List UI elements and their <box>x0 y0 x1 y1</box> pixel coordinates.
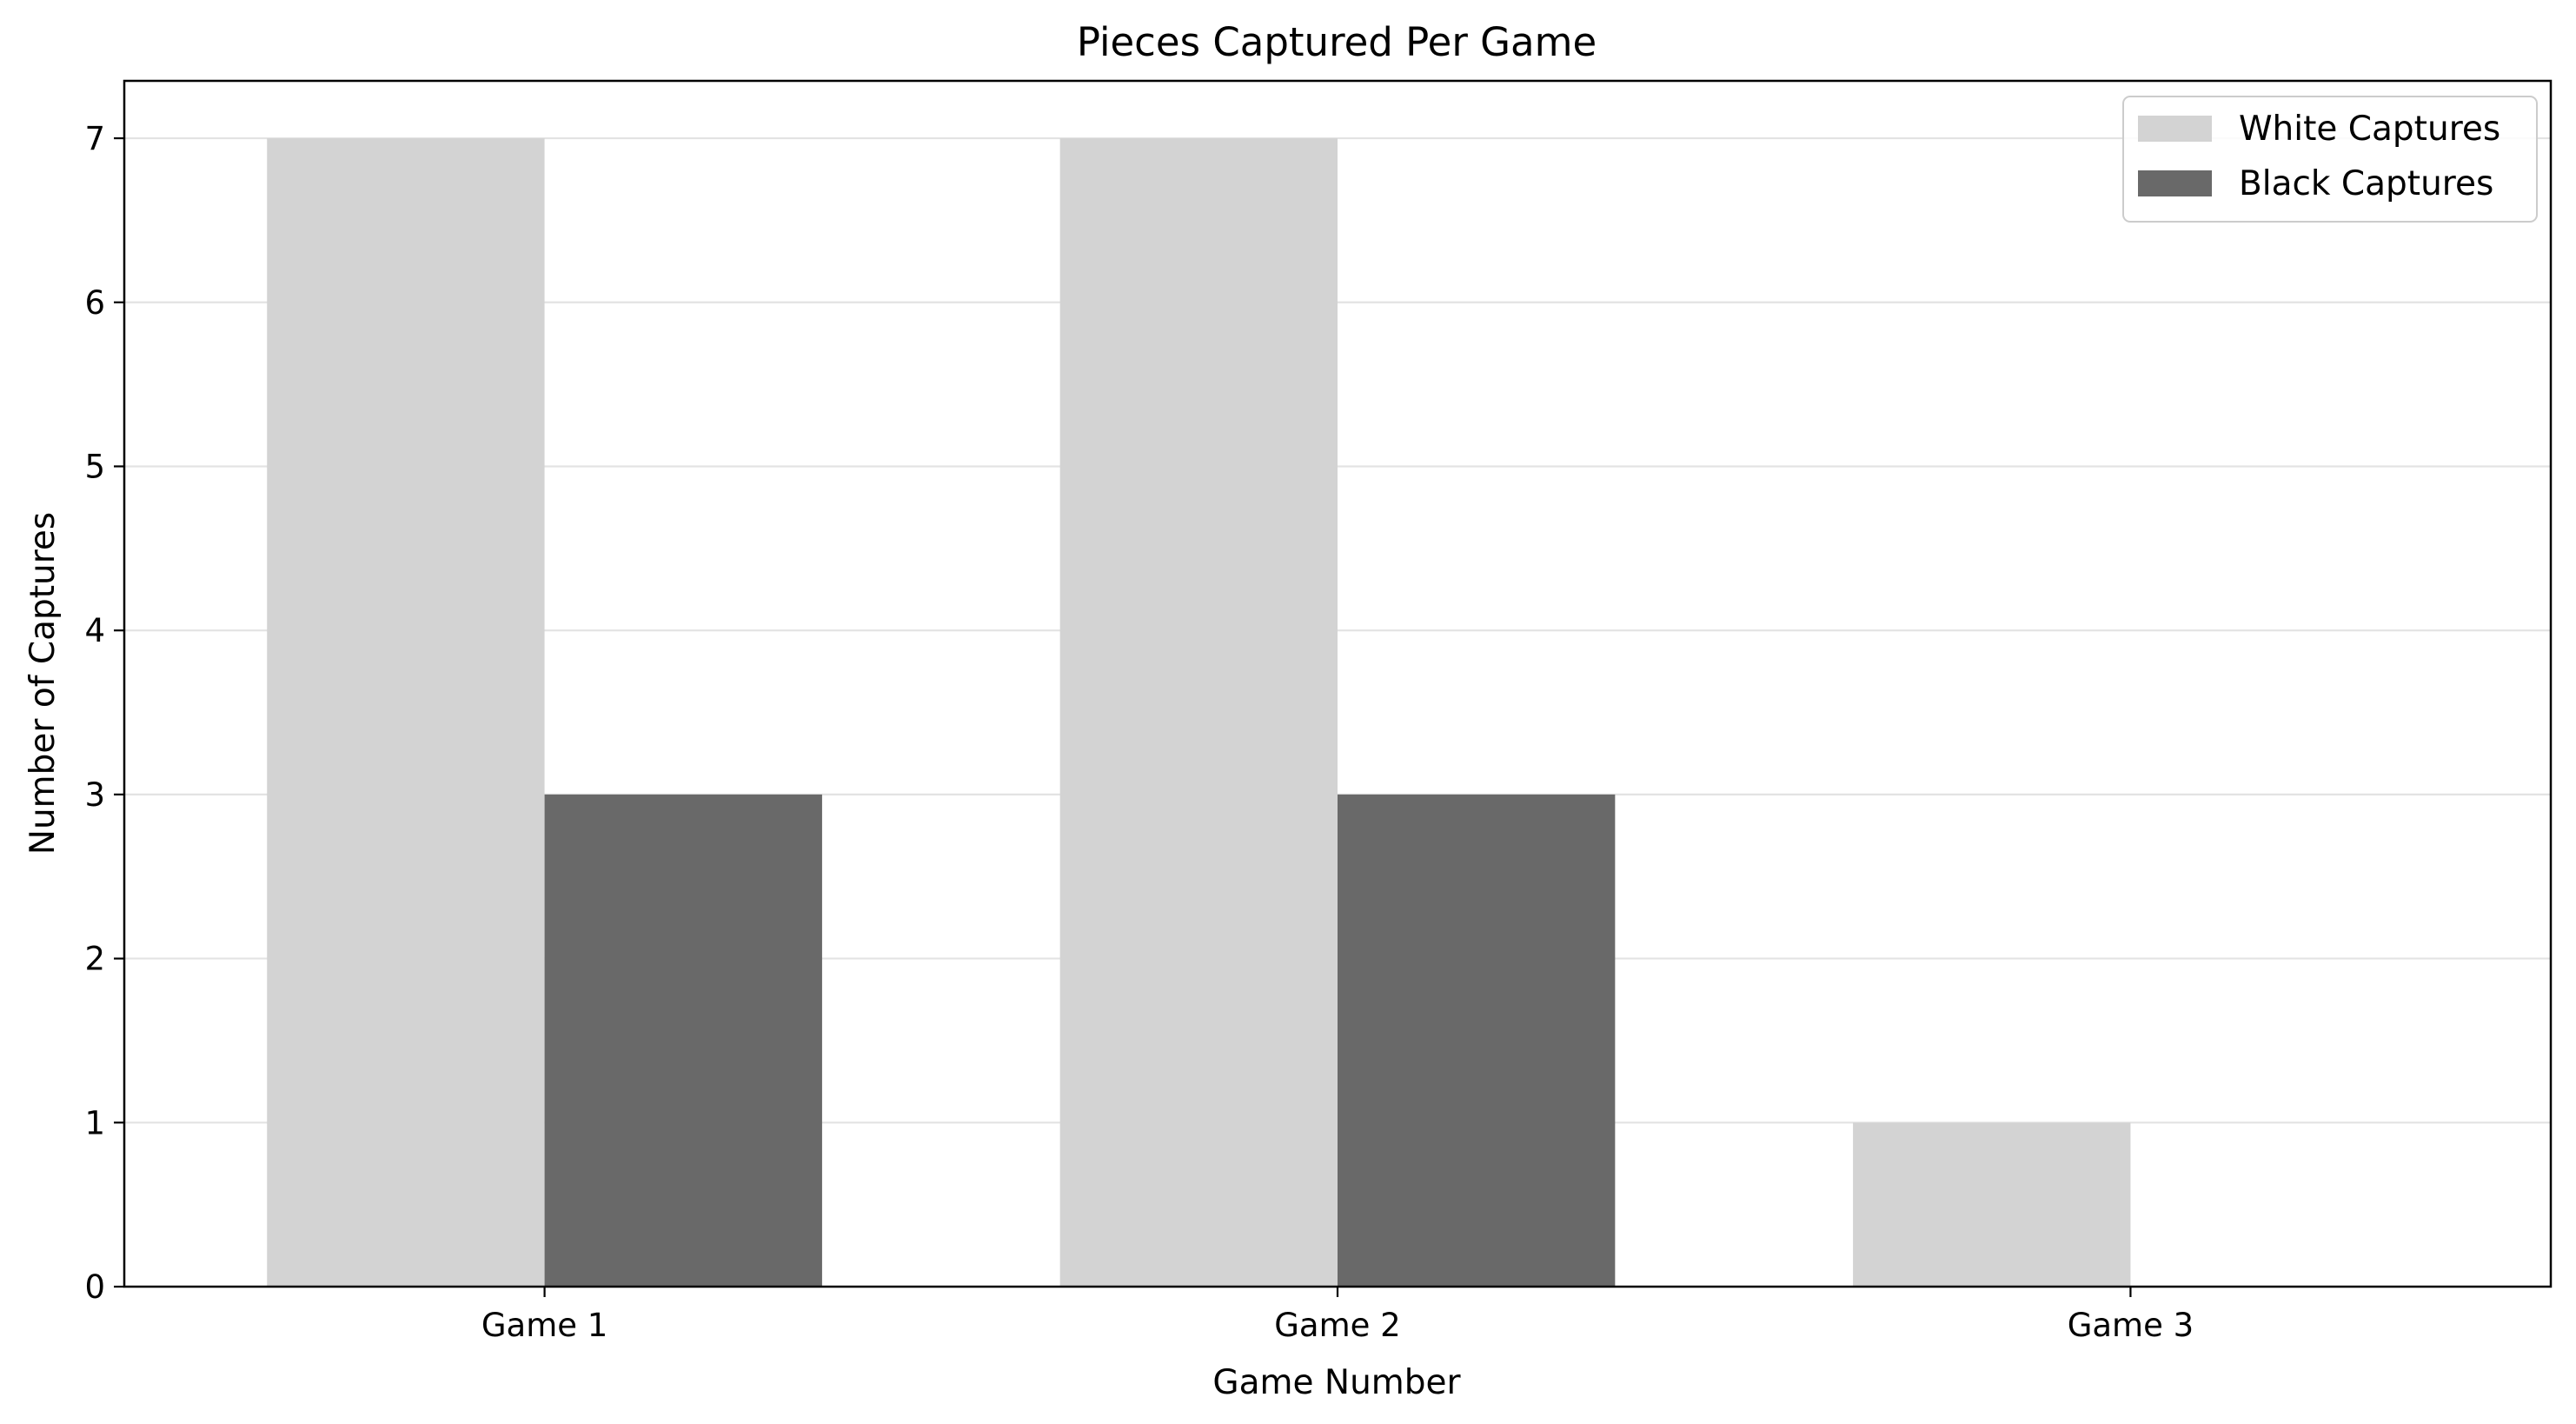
legend-swatch <box>2138 170 2212 196</box>
x-tick-label: Game 1 <box>481 1307 607 1344</box>
bar-black-captures-game-1 <box>544 794 822 1287</box>
bars <box>267 138 2131 1288</box>
y-axis: 0 1 2 3 4 5 6 7 <box>84 120 124 1306</box>
bar-white-captures-game-2 <box>1059 138 1338 1288</box>
legend-swatch <box>2138 116 2212 142</box>
y-tick-label: 7 <box>84 120 105 157</box>
bar-white-captures-game-3 <box>1853 1122 2131 1287</box>
y-tick-label: 3 <box>84 776 105 814</box>
y-tick-label: 6 <box>84 284 105 322</box>
bar-white-captures-game-1 <box>267 138 545 1288</box>
y-axis-label: Number of Captures <box>23 512 63 855</box>
bar-black-captures-game-2 <box>1338 794 1616 1287</box>
chart-title: Pieces Captured Per Game <box>1077 19 1597 65</box>
legend-label: Black Captures <box>2239 164 2493 203</box>
legend-label: White Captures <box>2239 110 2500 149</box>
y-tick-label: 0 <box>84 1268 105 1306</box>
x-tick-label: Game 2 <box>1274 1307 1400 1344</box>
x-tick-label: Game 3 <box>2068 1307 2194 1344</box>
legend-box <box>2122 96 2538 223</box>
y-tick-label: 1 <box>84 1104 105 1141</box>
x-axis: Game 1 Game 2 Game 3 <box>481 1287 2194 1344</box>
y-tick-label: 2 <box>84 941 105 978</box>
legend: White Captures Black Captures <box>2122 96 2538 223</box>
x-axis-label: Game Number <box>1212 1363 1461 1402</box>
y-tick-label: 5 <box>84 448 105 485</box>
y-tick-label: 4 <box>84 612 105 649</box>
